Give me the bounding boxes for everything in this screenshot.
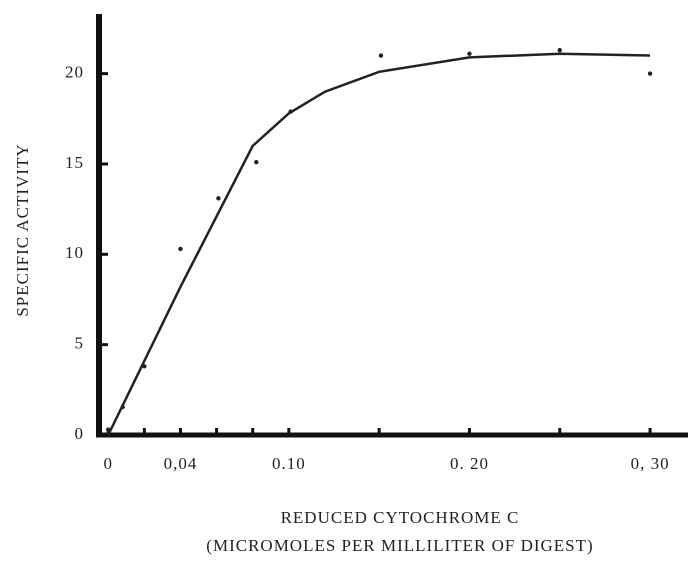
y-tick-label: 10 xyxy=(65,243,84,262)
data-point xyxy=(254,159,259,165)
data-point xyxy=(378,53,384,58)
y-tick-label: 5 xyxy=(75,334,85,353)
y-tick-label: 0 xyxy=(75,424,85,443)
x-tick-label: 0, 30 xyxy=(631,454,670,473)
fit-curve xyxy=(107,52,651,436)
x-axis-label: REDUCED CYTOCHROME C xyxy=(281,508,520,527)
y-tick-label: 15 xyxy=(65,153,84,172)
data-point xyxy=(178,246,183,252)
y-tick-label: 20 xyxy=(65,63,84,82)
x-tick-label: 0 xyxy=(103,454,113,473)
x-axis-label: (MICROMOLES PER MILLILITER OF DIGEST) xyxy=(206,536,593,555)
data-point xyxy=(647,71,653,76)
y-axis-label: SPECIFIC ACTIVITY xyxy=(13,143,32,316)
data-point xyxy=(557,47,562,53)
x-tick-label: 0,04 xyxy=(164,454,198,473)
x-tick-label: 0. 20 xyxy=(450,454,489,473)
data-point xyxy=(467,51,472,56)
x-tick-label: 0.10 xyxy=(272,454,306,473)
data-point xyxy=(216,196,221,201)
